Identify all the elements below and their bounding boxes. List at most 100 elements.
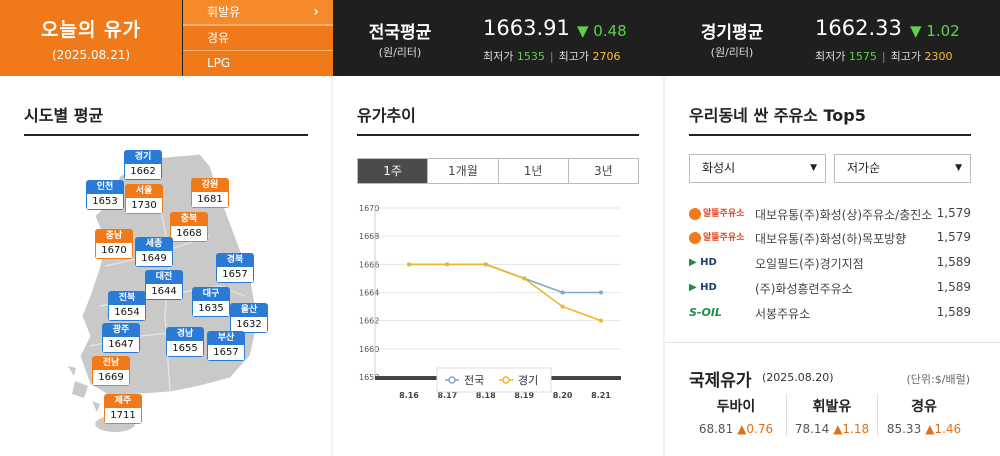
data-point [560,304,565,309]
region-pin-ulsan[interactable]: 울산 1632 [230,303,268,333]
legend-label: 전국 [464,374,484,387]
region-pin-gangwon[interactable]: 강원 1681 [191,178,229,208]
region-pin-gwangju[interactable]: 광주 1647 [102,323,140,353]
divider: | [549,50,554,63]
region-pin-gyeongnam[interactable]: 경남 1655 [166,327,204,357]
min-label: 최저가 [483,50,514,63]
intl-item-name: 휘발유 [812,399,852,415]
today-fuel-price: 오늘의 유가 (2025.08.21) [0,0,182,76]
region-price: 1655 [166,341,204,357]
region-pin-jeonbuk[interactable]: 전북 1654 [108,291,146,321]
x-tick-label: 8.18 [476,391,496,400]
period-tab-1year[interactable]: 1년 [497,159,568,183]
station-row[interactable]: ▶ HD (주)화성흥련주유소 1,589 [689,278,975,298]
data-point [599,318,603,323]
logo-dot [689,231,701,244]
fuel-tab-lpg[interactable]: LPG [183,50,333,75]
region-pin-gyeonggi[interactable]: 경기 1662 [124,150,162,180]
region-pin-daejeon[interactable]: 대전 1644 [145,270,183,300]
price-trend-title: 유가추이 [357,106,416,125]
intl-item-value: 68.81 [698,422,734,436]
dropdown-arrow-icon: ▼ [810,163,817,173]
region-pin-chungnam[interactable]: 충남 1670 [95,229,133,259]
region-select-value: 화성시 [702,161,736,175]
gyeonggi-average-unit: (원/리터) [710,46,754,59]
period-tab-1week[interactable]: 1주 [358,159,428,183]
region-name: 인천 [86,180,124,194]
region-price: 1647 [102,337,140,353]
region-pin-seoul[interactable]: 서울 1730 [125,184,163,214]
data-point [599,290,603,295]
region-name: 울산 [230,303,268,317]
column-divider [877,394,878,436]
region-price: 1662 [124,164,162,180]
region-price: 1635 [192,301,230,317]
sort-select-value: 저가순 [847,161,881,175]
stations-panel: 우리동네 싼 주유소 Top5 화성시 ▼ 저가순 ▼ 알뜰주유소 대보유통(주… [665,76,1000,456]
station-price: 1,589 [936,255,971,269]
alddle-station-logo-icon: 알뜰주유소 [689,206,745,222]
region-pin-gyeongbuk[interactable]: 경북 1657 [216,253,254,283]
intl-item-value-row: 85.33 ▲1.46 [877,422,971,436]
gyeonggi-average-change: ▼ 1.02 [910,22,960,40]
hd-hyundai-oilbank-logo-icon: ▶ HD [689,257,717,268]
sort-select[interactable]: 저가순 ▼ [834,154,971,183]
period-tab-1month[interactable]: 1개월 [427,159,498,183]
min-label: 최저가 [815,50,846,63]
region-price: 1657 [216,267,254,283]
series-line [409,263,602,322]
min-value: 1575 [848,50,877,63]
region-pin-chungbuk[interactable]: 충북 1668 [170,212,208,242]
price-trend-chart: 1670 1668 1666 1664 1662 1660 1658 8.16 8.17 8.18… [359,204,621,400]
region-name: 대전 [145,270,183,284]
period-tabs: 1주 1개월 1년 3년 [357,158,639,184]
max-value: 2300 [924,50,953,63]
region-select[interactable]: 화성시 ▼ [689,154,826,183]
station-row[interactable]: 알뜰주유소 대보유통(주)화성(하)목포방향 1,579 [689,228,975,248]
price-trend-panel: 유가추이 1주 1개월 1년 3년 1670 1668 1666 1664 1662 16… [333,76,663,456]
station-name: 오일필드(주)경기지점 [755,257,864,271]
region-price: 1644 [145,284,183,300]
station-price: 1,589 [936,305,971,319]
hd-hyundai-oilbank-logo-icon: ▶ HD [689,282,717,293]
region-name: 충남 [95,229,133,243]
data-point [522,276,527,281]
period-tab-3year[interactable]: 3년 [567,159,638,183]
station-price: 1,579 [936,206,971,220]
fuel-tab-gasoline[interactable]: 휘발유 › [183,0,333,25]
region-price: 1632 [230,317,268,333]
fuel-tab-label: 경유 [207,31,230,45]
fuel-tab-diesel[interactable]: 경유 [183,25,333,50]
region-pin-sejong[interactable]: 세종 1649 [135,237,173,267]
station-row[interactable]: 알뜰주유소 대보유통(주)화성(상)주유소/충진소 1,579 [689,204,975,224]
station-price: 1,589 [936,280,971,294]
y-tick-label: 1658 [359,373,379,382]
national-min-max: 최저가 1535 | 최고가 2706 [483,48,620,64]
international-price-date: (2025.08.20) [762,371,834,384]
y-tick-label: 1662 [359,317,379,326]
y-tick-label: 1660 [359,345,379,354]
region-name: 경기 [124,150,162,164]
region-pin-daegu[interactable]: 대구 1635 [192,287,230,317]
station-row[interactable]: S-OIL 서봉주유소 1,589 [689,303,975,323]
national-average-label: 전국평균 [368,23,432,43]
fuel-tab-label: 휘발유 [207,5,241,19]
fuel-tab-label: LPG [207,56,231,70]
region-name: 부산 [207,331,245,345]
fuel-type-tabs: 휘발유 › 경유 LPG [183,0,333,76]
max-label: 최고가 [890,50,921,63]
x-tick-label: 8.19 [514,391,534,400]
intl-item-gasoline: 휘발유 78.14 ▲1.18 [785,396,879,436]
header-bar: 오늘의 유가 (2025.08.21) 휘발유 › 경유 LPG 전국평균 (원… [0,0,1000,76]
region-name: 충북 [170,212,208,226]
region-name: 세종 [135,237,173,251]
intl-item-diesel: 경유 85.33 ▲1.46 [877,396,971,436]
region-pin-incheon[interactable]: 인천 1653 [86,180,124,210]
column-divider [786,394,787,436]
region-pin-jeju[interactable]: 제주 1711 [104,394,142,424]
region-pin-busan[interactable]: 부산 1657 [207,331,245,361]
region-pin-jeonnam[interactable]: 전남 1669 [92,356,130,386]
station-row[interactable]: ▶ HD 오일필드(주)경기지점 1,589 [689,253,975,273]
today-title: 오늘의 유가 [40,19,141,41]
